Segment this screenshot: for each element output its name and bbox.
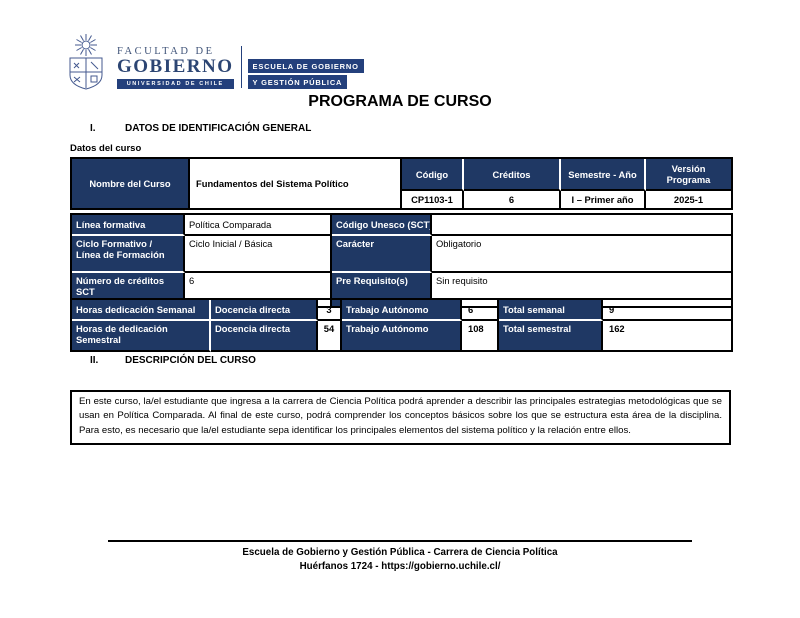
course-info-table: Línea formativa Política Comparada Códig… [70, 213, 733, 308]
total-semestral-label: Total semestral [499, 321, 603, 352]
codigo-value: CP1103-1 [402, 191, 464, 210]
faculty-wordmark: FACULTAD DE GOBIERNO UNIVERSIDAD DE CHIL… [117, 46, 234, 89]
ciclo-formativo-label: Ciclo Formativo / Línea de Formación [72, 236, 185, 273]
trabajo-autonomo-semestral-label: Trabajo Autónomo [342, 321, 462, 352]
section-1-numeral: I. [90, 123, 96, 134]
codigo-unesco-value [432, 215, 733, 236]
institution-logo: FACULTAD DE GOBIERNO UNIVERSIDAD DE CHIL… [63, 33, 364, 91]
docencia-directa-semanal-value: 3 [318, 300, 342, 321]
docencia-directa-semanal-label: Docencia directa [211, 300, 318, 321]
version-header: Versión Programa [646, 159, 733, 191]
total-semanal-value: 9 [603, 300, 733, 321]
faculty-top-label: FACULTAD DE [117, 46, 215, 57]
linea-formativa-value: Política Comparada [185, 215, 332, 236]
total-semestral-value: 162 [603, 321, 733, 352]
horas-semestral-label: Horas de dedicación Semestral [72, 321, 211, 352]
course-name-value: Fundamentos del Sistema Político [190, 159, 402, 210]
university-crest-icon [69, 34, 103, 90]
course-name-label: Nombre del Curso [72, 159, 190, 210]
version-value: 2025-1 [646, 191, 733, 210]
footer-line1: Escuela de Gobierno y Gestión Pública - … [242, 547, 558, 558]
university-name-bar: UNIVERSIDAD DE CHILE [117, 78, 234, 89]
docencia-directa-semestral-value: 54 [318, 321, 342, 352]
datos-del-curso-label: Datos del curso [70, 143, 142, 154]
trabajo-autonomo-semanal-value: 6 [462, 300, 499, 321]
horas-semanal-label: Horas dedicación Semanal [72, 300, 211, 321]
logo-divider [240, 46, 242, 88]
section-2-heading: II. DESCRIPCIÓN DEL CURSO [90, 355, 256, 366]
section-1-title: DATOS DE IDENTIFICACIÓN GENERAL [125, 123, 312, 134]
semestre-value: I – Primer año [561, 191, 646, 210]
section-1-heading: I. DATOS DE IDENTIFICACIÓN GENERAL [90, 123, 311, 134]
codigo-unesco-label: Código Unesco (SCT) [332, 215, 432, 236]
creditos-value: 6 [464, 191, 561, 210]
docencia-directa-semestral-label: Docencia directa [211, 321, 318, 352]
footer-line2: Huérfanos 1724 - https://gobierno.uchile… [299, 561, 501, 573]
linea-formativa-label: Línea formativa [72, 215, 185, 236]
course-identification-table: Nombre del Curso Fundamentos del Sistema… [70, 157, 733, 210]
hours-table: Horas dedicación Semanal Docencia direct… [70, 298, 733, 352]
trabajo-autonomo-semanal-label: Trabajo Autónomo [342, 300, 462, 321]
creditos-header: Créditos [464, 159, 561, 191]
caracter-value: Obligatorio [432, 236, 733, 273]
footer: Escuela de Gobierno y Gestión Pública - … [0, 546, 800, 574]
faculty-name-label: GOBIERNO [117, 56, 234, 77]
course-description-box: En este curso, la/el estudiante que ingr… [70, 390, 731, 446]
caracter-label: Carácter [332, 236, 432, 273]
school-badge-line2: Y GESTIÓN PÚBLICA [247, 75, 348, 89]
school-badge: ESCUELA DE GOBIERNO Y GESTIÓN PÚBLICA [247, 59, 364, 89]
school-badge-line1: ESCUELA DE GOBIERNO [247, 59, 364, 73]
semestre-header: Semestre - Año [561, 159, 646, 191]
section-2-numeral: II. [90, 355, 99, 366]
total-semanal-label: Total semanal [499, 300, 603, 321]
ciclo-formativo-value: Ciclo Inicial / Básica [185, 236, 332, 273]
document-title: PROGRAMA DE CURSO [308, 93, 492, 110]
footer-divider [108, 540, 692, 542]
section-2-title: DESCRIPCIÓN DEL CURSO [125, 355, 256, 366]
trabajo-autonomo-semestral-value: 108 [462, 321, 499, 352]
codigo-header: Código [402, 159, 464, 191]
